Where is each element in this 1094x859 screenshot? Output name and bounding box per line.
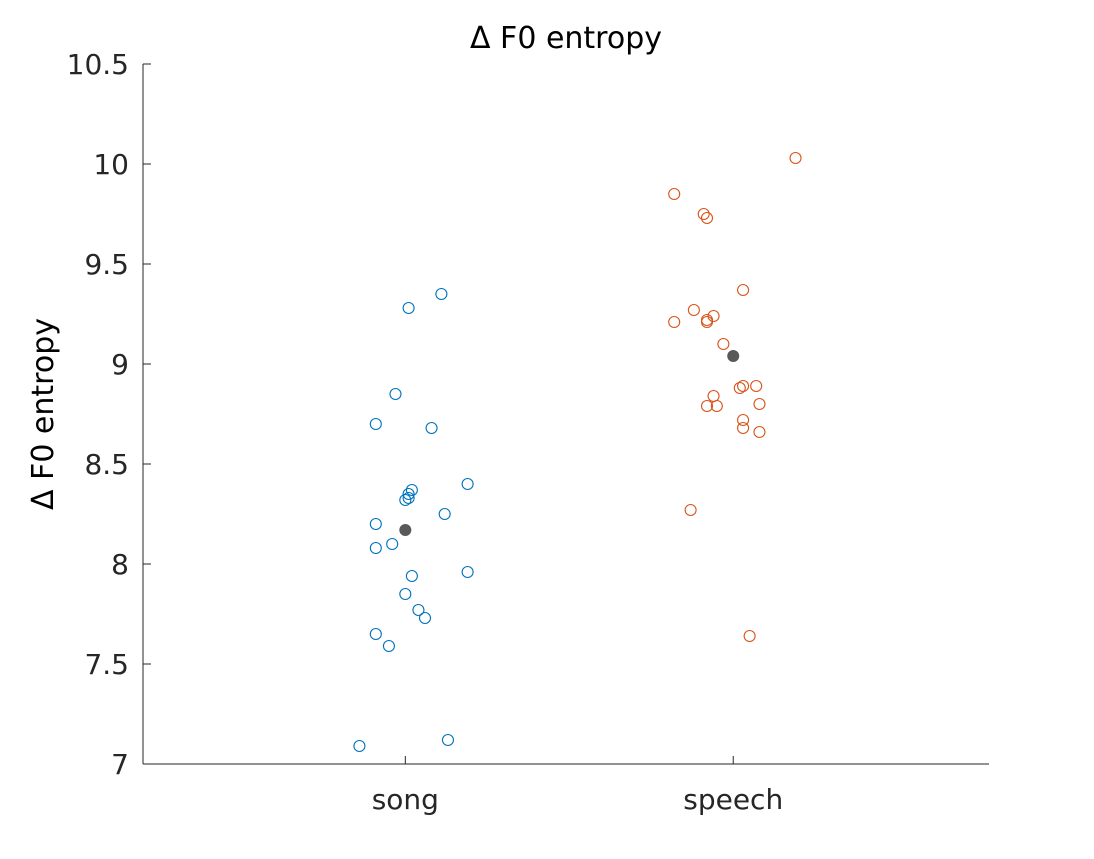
song-point: [402, 491, 415, 505]
song-point: [425, 421, 438, 435]
song-point: [353, 739, 366, 753]
y-tick-label: 9: [111, 348, 129, 381]
song-point: [405, 569, 418, 583]
song-point: [402, 301, 415, 315]
speech-point: [717, 337, 730, 351]
y-tick-label: 10.5: [67, 48, 129, 81]
speech-point: [700, 315, 714, 329]
song-point: [402, 487, 415, 501]
song-point: [369, 417, 382, 431]
y-tick-label: 8.5: [84, 448, 129, 481]
speech-point: [684, 503, 697, 517]
song-point: [399, 493, 412, 507]
speech-point: [710, 399, 723, 413]
song-point: [389, 387, 402, 401]
speech-point: [753, 425, 766, 439]
song-point: [369, 541, 382, 555]
speech-point: [743, 629, 756, 643]
song-point: [441, 733, 455, 747]
song-point: [461, 565, 474, 579]
song-point: [461, 477, 474, 491]
speech-point: [687, 303, 700, 317]
y-tick-label: 8: [111, 548, 129, 581]
speech-point: [668, 315, 681, 329]
speech-point: [737, 421, 750, 435]
song-point: [399, 587, 412, 601]
song-point: [382, 639, 395, 653]
song-point: [438, 507, 451, 521]
speech-point: [737, 283, 750, 297]
song-mean-point: [399, 524, 412, 536]
y-tick-label: 10: [93, 148, 129, 181]
mean-points: [399, 350, 740, 536]
speech-point: [737, 413, 750, 427]
speech-point: [737, 379, 750, 393]
speech-point: [700, 399, 714, 413]
x-ticks: song speech: [372, 756, 783, 816]
song-point: [412, 603, 425, 617]
speech-point: [668, 187, 681, 201]
y-tick-label: 7.5: [84, 648, 129, 681]
y-ticks: 7 7.5 8 8.5 9 9.5 10 10.5: [67, 48, 151, 781]
song-point: [418, 611, 432, 625]
song-point: [369, 627, 382, 641]
song-point: [369, 517, 382, 531]
song-point: [405, 483, 418, 497]
speech-point: [753, 397, 766, 411]
song-point: [435, 287, 448, 301]
speech-point: [750, 379, 763, 393]
speech-mean-point: [727, 350, 740, 362]
data-points: [353, 151, 802, 753]
song-point: [386, 537, 399, 551]
y-axis-label: Δ F0 entropy: [26, 318, 61, 510]
speech-point: [707, 309, 720, 323]
speech-point: [697, 207, 710, 221]
axes: [142, 64, 989, 765]
speech-point: [700, 211, 714, 225]
speech-point: [733, 381, 746, 395]
speech-point: [707, 389, 720, 403]
x-tick-label: song: [372, 783, 439, 816]
chart-title: Δ F0 entropy: [470, 21, 662, 56]
y-tick-label: 7: [111, 748, 129, 781]
y-tick-label: 9.5: [84, 248, 129, 281]
x-tick-label: speech: [683, 783, 783, 816]
speech-point: [789, 151, 802, 165]
